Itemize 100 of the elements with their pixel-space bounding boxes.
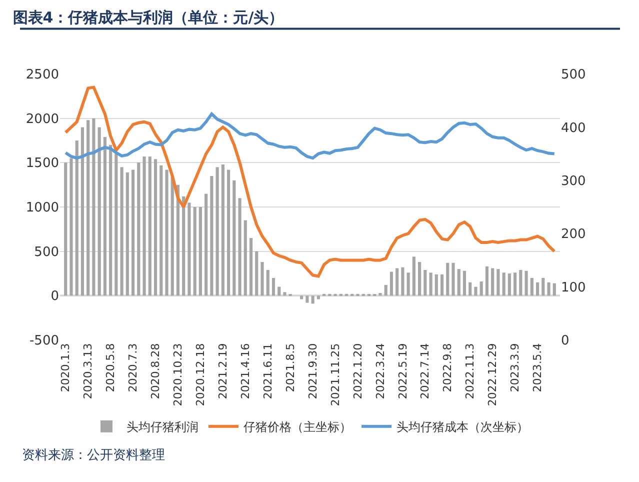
bar (272, 278, 276, 296)
bar (232, 180, 236, 296)
x-tick-label: 2020.12.18 (194, 343, 208, 406)
bar (514, 272, 517, 296)
bar (536, 282, 540, 296)
bar (311, 296, 314, 304)
chart-title: 图表4：仔猪成本与利润（单位：元/头） (12, 8, 284, 27)
bar (216, 167, 219, 296)
bar (424, 270, 427, 296)
bar (300, 296, 304, 300)
bar (160, 165, 163, 296)
y2-tick-label: 100 (561, 280, 586, 296)
x-tick-label: 2023.3.9 (508, 343, 522, 392)
bar (114, 154, 118, 296)
x-tick-label: 2020.3.13 (82, 343, 95, 400)
x-tick-label: 2020.5.8 (104, 343, 118, 392)
bar (260, 262, 264, 296)
bar (396, 268, 399, 296)
bar (542, 278, 545, 296)
x-tick-label: 2021.2.19 (216, 343, 230, 400)
bar (120, 167, 124, 296)
bar (530, 278, 534, 296)
legend-label: 仔猪价格（主坐标） (244, 420, 352, 434)
bar (491, 268, 494, 296)
y2-tick-label: 400 (561, 120, 586, 136)
bar (480, 281, 483, 296)
bar (452, 262, 455, 296)
x-tick-label: 2021.8.5 (284, 343, 297, 392)
bar (552, 283, 556, 296)
x-tick-label: 2021.9.30 (306, 343, 320, 400)
y-tick-label: 500 (34, 244, 59, 260)
bar (390, 272, 394, 296)
bar (283, 292, 286, 296)
bar (131, 170, 135, 296)
bar (244, 220, 247, 296)
bar (103, 136, 106, 296)
bar (204, 194, 208, 296)
bar (210, 176, 214, 296)
bar (75, 140, 78, 296)
bar (142, 156, 146, 296)
y2-tick-label: 200 (561, 227, 586, 242)
bar (316, 296, 320, 300)
bar (508, 274, 511, 296)
bar (137, 162, 140, 296)
bar (412, 256, 416, 296)
bar (249, 238, 253, 296)
text: 资料来源：公开资料整理 (22, 448, 165, 463)
bar (496, 269, 500, 296)
x-tick-label: 2021.6.11 (261, 343, 274, 400)
x-tick-label: 2022.3.24 (374, 343, 387, 400)
bar (474, 286, 478, 296)
bar (468, 282, 472, 296)
y-tick-label: 2500 (26, 68, 59, 83)
bar (278, 286, 281, 296)
bar (64, 162, 68, 296)
bar (126, 172, 129, 296)
y-tick-label: -500 (29, 334, 59, 349)
bar (457, 269, 460, 296)
line-series (64, 112, 556, 160)
y-tick-label: 1000 (26, 200, 59, 216)
bar (70, 158, 73, 296)
x-tick-label: 2020.1.3 (59, 343, 72, 392)
y-tick-label: 2000 (26, 112, 59, 127)
bar (547, 282, 550, 296)
bar (434, 274, 438, 296)
bar (238, 198, 242, 296)
bar (182, 196, 186, 296)
bar (401, 267, 404, 296)
x-tick-label: 2022.7.14 (418, 343, 432, 400)
bar (188, 202, 191, 296)
bar (98, 127, 101, 296)
x-tick-label: 2021.11.25 (328, 343, 342, 406)
y2-tick-label: 300 (561, 174, 586, 189)
bar (406, 272, 410, 296)
y2-tick-label: 0 (561, 334, 570, 349)
y-tick-label: 1500 (26, 156, 59, 172)
x-tick-label: 2022.9.8 (441, 343, 454, 392)
bar (418, 262, 422, 296)
bar (502, 272, 506, 296)
y2-tick-label: 500 (561, 68, 586, 83)
bar (440, 274, 444, 296)
bar (92, 118, 96, 296)
bar (306, 296, 309, 303)
line-series (64, 86, 556, 278)
x-tick-label: 2022.12.29 (486, 343, 500, 406)
bar (485, 266, 489, 296)
bar (154, 159, 158, 296)
bar (519, 270, 522, 296)
bar (378, 293, 382, 296)
bar (221, 164, 224, 296)
x-tick-label: 2021.4.16 (238, 343, 252, 400)
bar (226, 170, 230, 296)
bar (446, 262, 450, 296)
bar (384, 285, 388, 296)
bar (429, 272, 432, 296)
x-tick-label: 2020.8.28 (149, 343, 162, 400)
bar (80, 127, 84, 296)
x-tick-label: 2020.7.3 (126, 343, 140, 392)
bar (148, 156, 152, 296)
legend-label: 头均仔猪成本（次坐标） (396, 420, 528, 434)
